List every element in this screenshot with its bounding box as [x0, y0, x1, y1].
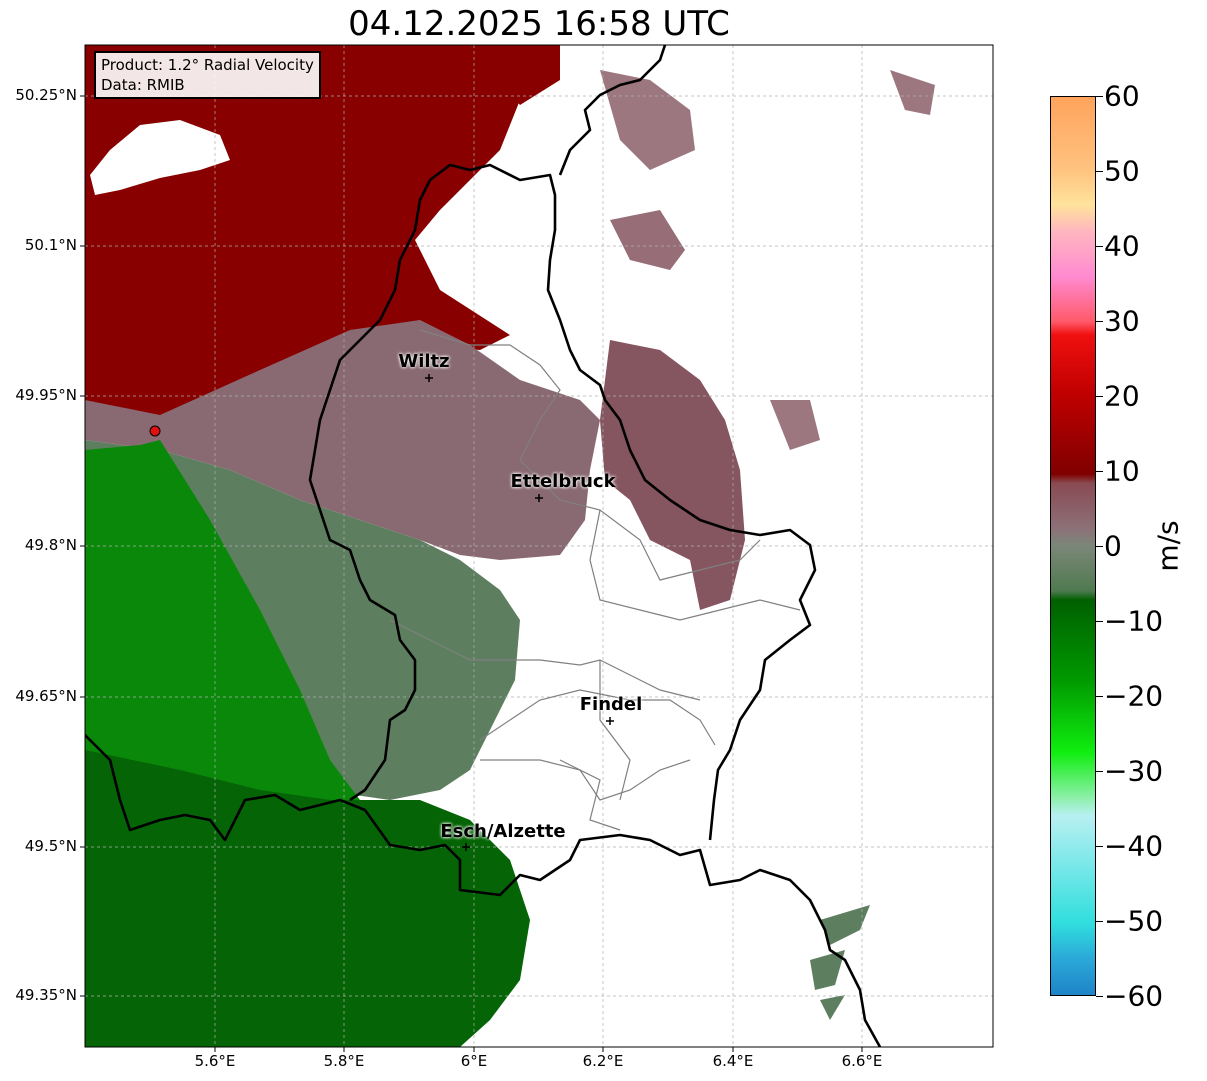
colorbar-tick — [1096, 771, 1103, 772]
colorbar-tick — [1096, 921, 1103, 922]
colorbar-unit-label: m/s — [1151, 520, 1185, 572]
lat-tick-label: 50.25°N — [15, 86, 77, 104]
radar-echoes — [85, 45, 935, 1047]
lat-tick-label: 50.1°N — [24, 236, 77, 254]
colorbar-tick-label: −50 — [1104, 904, 1164, 938]
colorbar-tick — [1096, 321, 1103, 322]
colorbar-tick — [1096, 246, 1103, 247]
echo-dark-red-top — [470, 45, 560, 105]
colorbar-tick — [1096, 846, 1103, 847]
colorbar-tick — [1096, 471, 1103, 472]
lon-tick-label: 5.8°E — [323, 1052, 365, 1070]
colorbar-tick-label: −20 — [1104, 679, 1164, 713]
colorbar-tick-label: −60 — [1104, 979, 1164, 1013]
axis-ticks — [80, 95, 863, 1052]
echo-dark-green — [85, 750, 530, 1047]
city-label-wiltz: Wiltz — [398, 351, 450, 372]
city-label-findel: Findel — [579, 694, 643, 715]
radar-site-marker[interactable] — [149, 425, 161, 437]
national-borders — [85, 45, 882, 1047]
colorbar-tick-label: 20 — [1104, 379, 1140, 413]
colorbar-tick — [1096, 621, 1103, 622]
colorbar-tick-label: 0 — [1104, 529, 1122, 563]
map-title: 04.12.2025 16:58 UTC — [348, 4, 730, 44]
colorbar-tick — [1096, 171, 1103, 172]
colorbar-tick — [1096, 996, 1103, 997]
canton-boundaries — [389, 329, 801, 831]
echo-pinkish — [85, 320, 600, 560]
colorbar-tick-label: −40 — [1104, 829, 1164, 863]
colorbar-tick — [1096, 546, 1103, 547]
colorbar-tick-label: −10 — [1104, 604, 1164, 638]
colorbar-tick-label: 30 — [1104, 304, 1140, 338]
lat-tick-label: 49.35°N — [15, 986, 77, 1004]
echo-pinkish-east — [600, 340, 745, 610]
lon-tick-label: 6.2°E — [582, 1052, 624, 1070]
city-markers — [425, 374, 614, 851]
city-label-esch-alzette: Esch/Alzette — [440, 821, 566, 842]
lat-tick-label: 49.8°N — [24, 536, 77, 554]
lon-tick-label: 6.4°E — [712, 1052, 754, 1070]
city-label-ettelbruck: Ettelbruck — [510, 471, 616, 492]
colorbar-tick — [1096, 696, 1103, 697]
lat-tick-label: 49.65°N — [15, 687, 77, 705]
colorbar-tick-label: 10 — [1104, 454, 1140, 488]
lon-tick-label: 5.6°E — [194, 1052, 236, 1070]
lat-tick-label: 49.5°N — [24, 837, 77, 855]
echo-green — [85, 440, 360, 840]
lon-tick-label: 6°E — [460, 1052, 488, 1070]
colorbar-tick-label: 40 — [1104, 229, 1140, 263]
product-label: Product: 1.2° Radial Velocity — [101, 56, 314, 74]
data-source-label: Data: RMIB — [101, 76, 185, 94]
colorbar-tick-label: 50 — [1104, 154, 1140, 188]
lat-tick-label: 49.95°N — [15, 386, 77, 404]
colorbar-tick — [1096, 396, 1103, 397]
lon-tick-label: 6.6°E — [841, 1052, 883, 1070]
colorbar-tick-label: −30 — [1104, 754, 1164, 788]
colorbar-tick — [1096, 96, 1103, 97]
colorbar-tick-label: 60 — [1104, 79, 1140, 113]
velocity-colorbar — [1050, 96, 1096, 996]
product-info-box: Product: 1.2° Radial Velocity Data: RMIB — [94, 51, 321, 99]
